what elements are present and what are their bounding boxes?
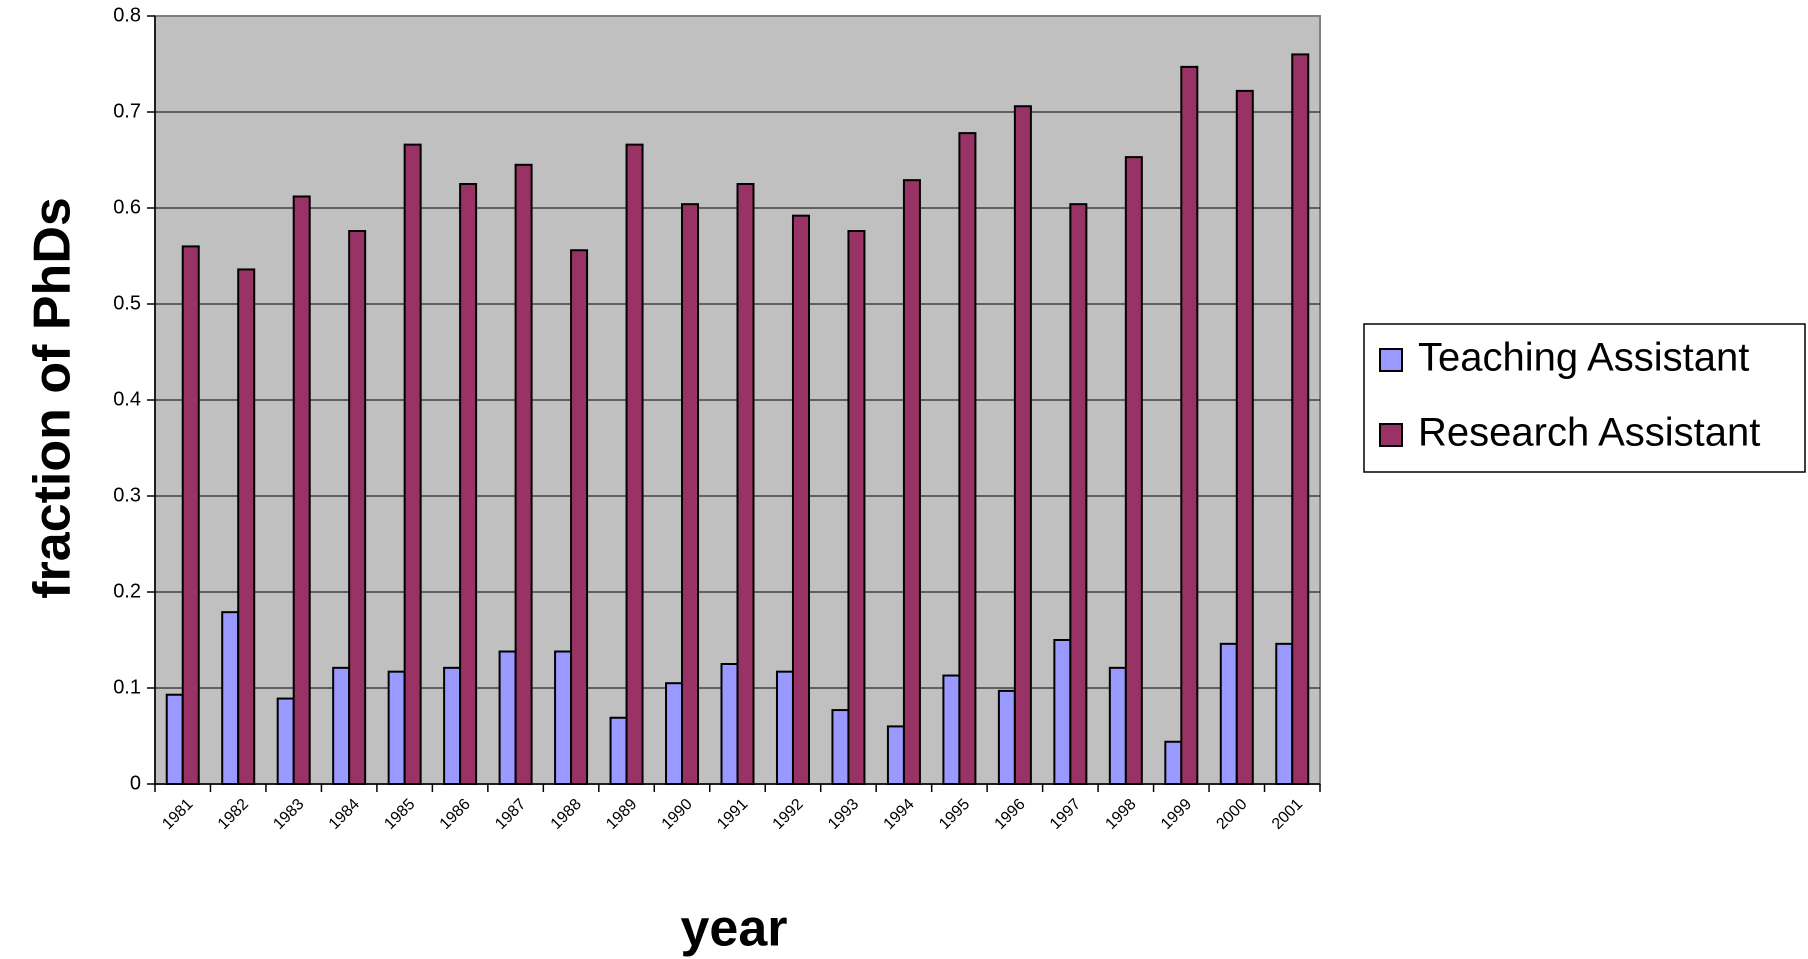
bar [237,268,256,785]
bar [1164,740,1183,786]
y-tick-label: 0.2 [113,580,141,602]
y-tick-label: 0.4 [113,388,141,410]
x-tick-label: 1990 [659,796,696,833]
bar [1013,105,1032,786]
legend [1363,323,1806,473]
bar [1124,156,1143,785]
bar [625,143,644,785]
y-tick-label: 0.6 [113,196,141,218]
y-tick-label: 0.8 [113,4,141,26]
bar [847,230,866,786]
x-tick-label: 1988 [548,796,585,833]
bar [791,214,810,785]
y-tick-label: 0.3 [113,484,141,506]
bar [902,179,921,786]
bar [1235,89,1254,785]
bar [831,709,850,786]
bar [181,245,200,785]
x-tick-label: 1991 [714,796,751,833]
x-tick-label: 1986 [437,796,474,833]
x-axis-title: year [681,900,788,958]
x-tick-label: 1999 [1158,796,1195,833]
x-tick-label: 1981 [159,796,196,833]
bar [165,693,184,785]
bar [403,143,422,785]
bar [1291,53,1310,785]
x-tick-label: 1987 [492,796,529,833]
bar [942,674,961,786]
bar [554,650,573,786]
y-tick-label: 0.7 [113,100,141,122]
x-tick-label: 1998 [1102,796,1139,833]
y-tick-label: 0.5 [113,292,141,314]
bar [997,689,1016,786]
bar [609,716,628,786]
x-tick-label: 2001 [1269,796,1306,833]
x-tick-label: 1989 [603,796,640,833]
bar [958,132,977,785]
bar [332,666,351,786]
bar [387,670,406,785]
bar [570,249,589,786]
bar [1108,666,1127,786]
x-tick-label: 2000 [1213,796,1250,833]
bar [681,203,700,786]
x-tick-label: 1982 [215,796,252,833]
bar [1180,65,1199,785]
bar [459,183,478,785]
bar [348,230,367,786]
bar [1053,639,1072,785]
x-tick-label: 1993 [825,796,862,833]
bar [276,697,295,785]
x-tick-label: 1992 [770,796,807,833]
x-tick-label: 1983 [270,796,307,833]
x-tick-label: 1994 [881,796,918,833]
y-tick-label: 0 [130,772,141,794]
legend-label: Research Assistant [1418,411,1760,455]
bar [221,611,240,785]
bar [514,163,533,786]
x-tick-label: 1985 [381,796,418,833]
x-tick-label: 1984 [326,796,363,833]
legend-swatch [1379,423,1403,447]
bar [775,670,794,785]
legend-swatch [1379,348,1403,372]
x-tick-label: 1995 [936,796,973,833]
x-tick-label: 1996 [992,796,1029,833]
x-tick-label: 1997 [1047,796,1084,833]
bar [443,666,462,786]
bar [1275,642,1294,786]
bar [720,663,739,785]
bar [886,725,905,786]
bar [498,650,517,786]
y-tick-label: 0.1 [113,676,141,698]
bar [1219,642,1238,786]
y-axis-title: fraction of PhDs [24,197,82,599]
bar [736,183,755,785]
bar [1069,203,1088,786]
bar [292,195,311,786]
bar [665,682,684,786]
legend-label: Teaching Assistant [1418,336,1749,380]
